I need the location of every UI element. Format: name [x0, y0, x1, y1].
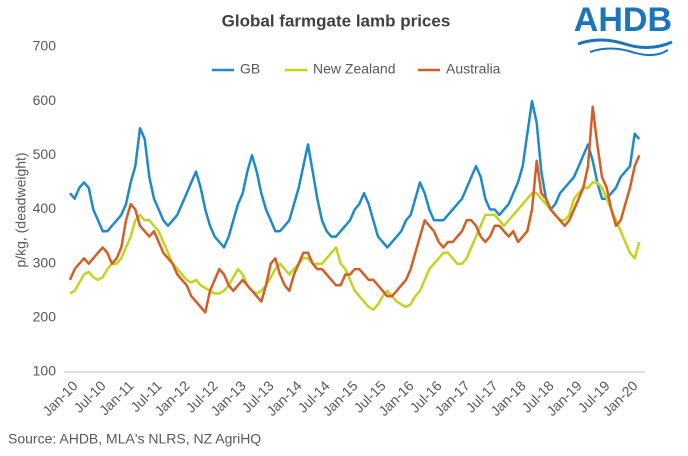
y-tick-label: 100 — [33, 363, 57, 379]
chart-title: Global farmgate lamb prices — [222, 11, 451, 30]
y-tick-label: 600 — [33, 92, 57, 108]
y-tick-label: 300 — [33, 254, 57, 270]
logo: AHDB — [574, 1, 673, 56]
logo-text: AHDB — [574, 1, 672, 39]
y-tick-label: 200 — [33, 309, 57, 325]
series-line — [69, 99, 641, 249]
logo-wave — [577, 38, 673, 49]
y-tick-label: 400 — [33, 200, 57, 216]
x-tick-label: Jan-10 — [39, 377, 81, 419]
legend-label: GB — [240, 61, 260, 77]
y-tick-label: 700 — [33, 38, 57, 54]
legend-label: Australia — [446, 61, 501, 77]
logo-wave — [589, 47, 669, 56]
y-axis-label: p/kg, (deadweight) — [13, 152, 29, 267]
series-line — [68, 105, 641, 314]
y-tick-label: 500 — [33, 146, 57, 162]
source-note: Source: AHDB, MLA's NLRS, NZ AgriHQ — [8, 431, 261, 447]
legend-label: New Zealand — [313, 61, 396, 77]
series-line — [69, 181, 641, 311]
